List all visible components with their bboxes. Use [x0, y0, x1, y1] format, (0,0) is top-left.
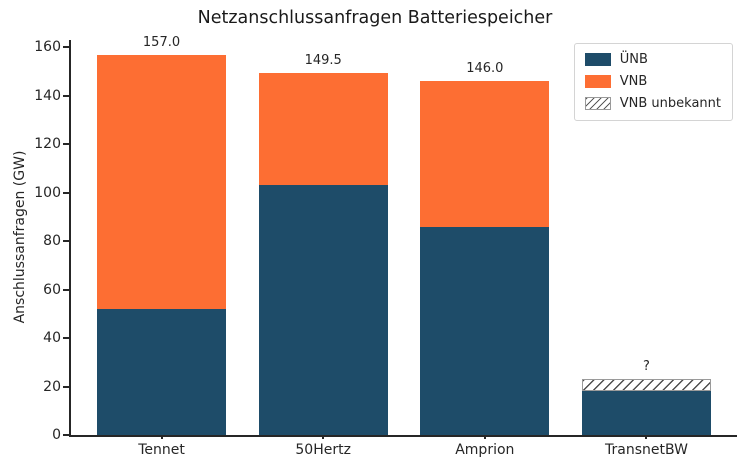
x-tick-label: TransnetBW	[605, 442, 688, 458]
legend: ÜNB VNB VNB unbekannt	[573, 43, 733, 121]
y-tick	[63, 434, 69, 436]
chart-title: Netzanschlussanfragen Batteriespeicher	[197, 8, 553, 28]
x-tick-label: Amprion	[455, 442, 515, 458]
y-tick-label: 160	[34, 39, 61, 56]
bar-total-label: 157.0	[142, 34, 181, 50]
y-tick-label: 120	[34, 136, 61, 153]
legend-swatch	[584, 97, 611, 110]
x-tick	[322, 435, 325, 439]
y-tick	[63, 240, 69, 243]
bar-total-label: 146.0	[466, 61, 504, 77]
y-tick	[63, 288, 69, 291]
x-tick	[160, 435, 163, 439]
y-tick	[63, 46, 69, 49]
legend-item-label: VNB	[619, 74, 648, 89]
bar-segment	[581, 379, 712, 392]
y-tick-label: 0	[52, 427, 61, 443]
legend-item-label: VNB unbekannt	[619, 96, 721, 111]
legend-item: VNB	[584, 74, 721, 89]
y-tick	[63, 94, 69, 97]
y-tick	[63, 337, 69, 340]
plot-area: ÜNB VNB VNB unbekannt 0 20 40 60 80 100 120 140 16…	[34, 35, 737, 458]
y-tick	[63, 191, 69, 194]
x-tick	[483, 435, 486, 439]
x-tick	[645, 435, 648, 439]
y-tick-label: 40	[43, 330, 61, 347]
y-tick-label: 60	[43, 281, 61, 298]
bar-segment	[258, 72, 388, 186]
y-tick-label: 80	[43, 233, 61, 250]
x-tick-label: Tennet	[138, 442, 185, 458]
legend-swatch	[584, 75, 611, 88]
legend-swatch	[584, 53, 611, 66]
bar-segment	[581, 391, 712, 435]
bar-segment	[96, 54, 227, 309]
bar-segment	[420, 81, 550, 227]
y-tick-label: 100	[34, 184, 61, 201]
y-tick	[63, 143, 69, 146]
bar-segment	[96, 309, 227, 435]
legend-item: VNB unbekannt	[584, 96, 721, 111]
bar-total-label: ?	[643, 359, 650, 375]
bar-segment	[258, 185, 388, 435]
x-tick-label: 50Hertz	[295, 442, 351, 458]
y-tick-label: 20	[43, 378, 61, 395]
legend-item: ÜNB	[584, 52, 721, 67]
y-tick-label: 140	[34, 87, 61, 104]
bar-total-label: 149.5	[304, 52, 342, 68]
legend-item-label: ÜNB	[619, 52, 648, 67]
y-tick	[63, 385, 69, 388]
y-axis-label: Anschlussanfragen (GW)	[12, 150, 28, 324]
bar-segment	[420, 226, 550, 435]
